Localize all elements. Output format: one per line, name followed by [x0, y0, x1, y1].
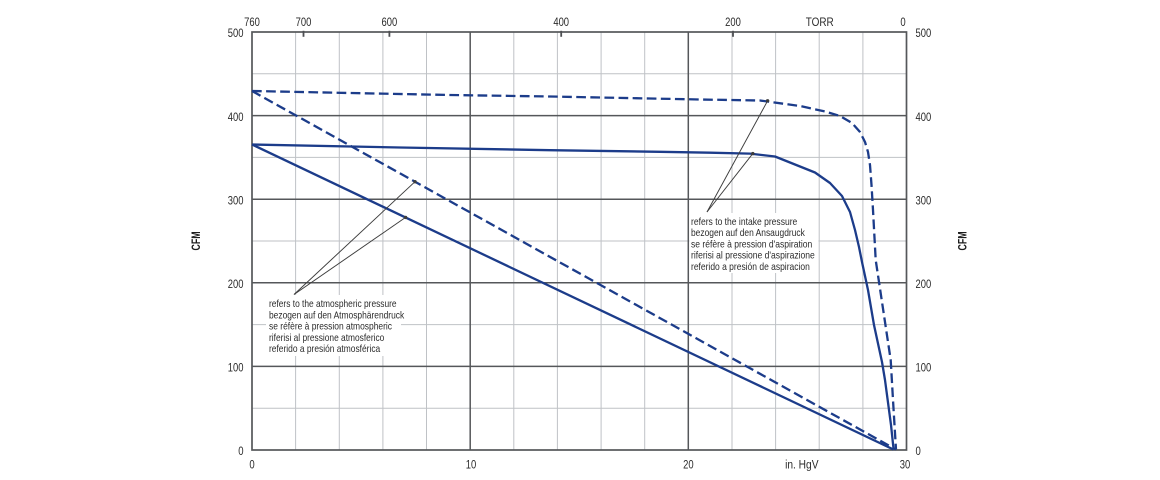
svg-text:refers to the intake pressure: refers to the intake pressure: [691, 217, 798, 228]
svg-text:200: 200: [228, 277, 244, 291]
svg-text:500: 500: [916, 26, 932, 40]
svg-text:CFM: CFM: [189, 232, 203, 251]
svg-text:TORR: TORR: [806, 15, 834, 29]
svg-text:0: 0: [900, 15, 905, 29]
svg-text:760: 760: [244, 15, 260, 29]
svg-text:CFM: CFM: [956, 232, 970, 251]
svg-text:bezogen auf den Ansaugdruck: bezogen auf den Ansaugdruck: [691, 228, 806, 239]
svg-text:referido a presión de aspiraci: referido a presión de aspiracion: [691, 262, 810, 273]
svg-text:20: 20: [683, 457, 694, 471]
svg-text:se réfère à pression atmospher: se réfère à pression atmospheric: [269, 322, 392, 333]
svg-text:0: 0: [916, 444, 921, 458]
svg-text:riferisi al pressione atmosfer: riferisi al pressione atmosferico: [269, 333, 385, 344]
svg-text:400: 400: [916, 110, 932, 124]
svg-text:in. HgV: in. HgV: [785, 457, 819, 471]
svg-text:30: 30: [900, 457, 911, 471]
svg-text:referido a presión atmosférica: referido a presión atmosférica: [269, 344, 380, 355]
svg-text:400: 400: [228, 110, 244, 124]
svg-text:0: 0: [238, 444, 243, 458]
svg-text:500: 500: [228, 26, 244, 40]
svg-text:se réfère à pression d'aspirat: se réfère à pression d'aspiration: [691, 239, 812, 250]
svg-text:200: 200: [916, 277, 932, 291]
svg-text:700: 700: [296, 15, 312, 29]
svg-text:100: 100: [916, 361, 932, 375]
svg-text:10: 10: [466, 457, 477, 471]
svg-text:200: 200: [725, 15, 741, 29]
svg-text:300: 300: [916, 193, 932, 207]
svg-text:bezogen auf den Atmosphärendru: bezogen auf den Atmosphärendruck: [269, 310, 405, 321]
svg-text:riferisi al pressione d'aspira: riferisi al pressione d'aspirazione: [691, 251, 815, 262]
svg-text:0: 0: [249, 457, 254, 471]
svg-text:refers to the atmospheric pres: refers to the atmospheric pressure: [269, 299, 397, 310]
svg-text:100: 100: [228, 361, 244, 375]
svg-text:600: 600: [382, 15, 398, 29]
svg-text:400: 400: [553, 15, 569, 29]
svg-text:300: 300: [228, 193, 244, 207]
